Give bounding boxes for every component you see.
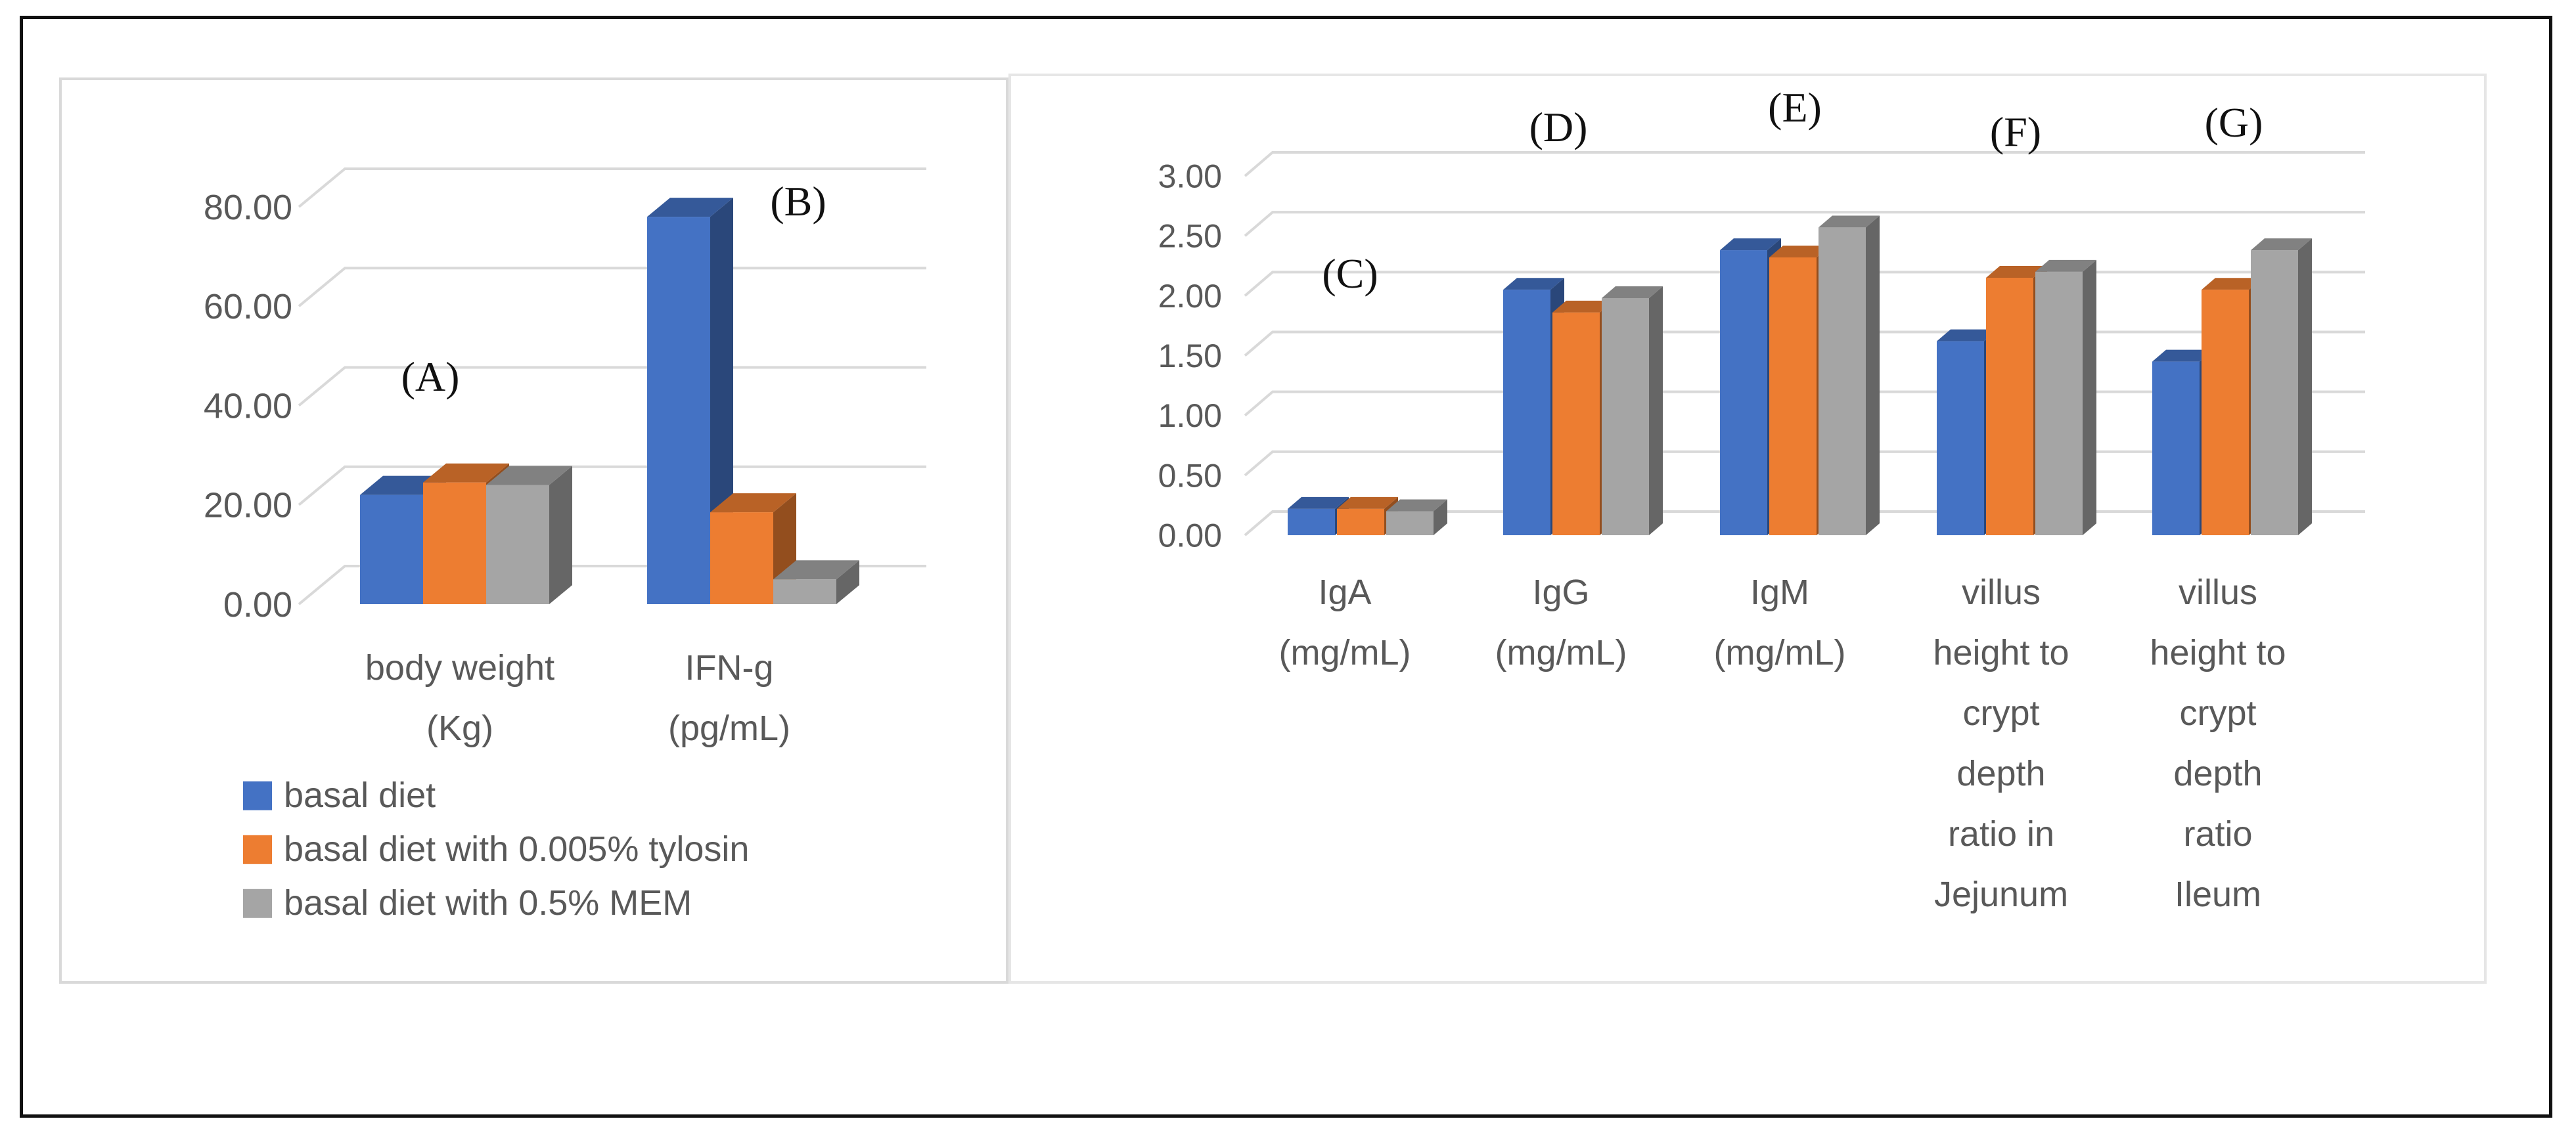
right-panel-label-2: (E) [1768, 84, 1822, 131]
left-category-label-0: body weight (Kg) [365, 648, 554, 748]
legend-label-1: basal diet with 0.005% tylosin [284, 829, 749, 869]
right-y-tick-label: 3.00 [1158, 158, 1222, 195]
left-y-tick-label: 40.00 [204, 386, 292, 426]
legend-swatch-2 [243, 889, 272, 918]
right-panel-label-1: (D) [1529, 104, 1588, 150]
left-bar-1-0 [647, 198, 733, 604]
right-category-label-0: IgA (mg/mL) [1279, 573, 1411, 672]
left-legend: basal diet basal diet with 0.005% tylosin… [243, 776, 749, 923]
legend-label-0: basal diet [284, 776, 436, 815]
legend-swatch-1 [243, 835, 272, 864]
right-gridline [1244, 151, 2365, 177]
right-y-tick-label: 2.00 [1158, 278, 1222, 315]
right-y-tick-label: 0.50 [1158, 457, 1222, 494]
right-bar-3-2 [2035, 259, 2096, 535]
right-y-tick-label: 1.00 [1158, 397, 1222, 434]
right-bar-4-2 [2251, 238, 2312, 535]
right-bar-1-2 [1602, 286, 1663, 535]
left-y-tick-label: 60.00 [204, 287, 292, 326]
right-panel-label-3: (F) [1990, 108, 2041, 155]
right-y-tick-label: 2.50 [1158, 218, 1222, 255]
right-bar-4-0 [2152, 349, 2213, 535]
right-gridline [1244, 211, 2365, 237]
right-category-label-1: IgG (mg/mL) [1495, 573, 1627, 672]
left-y-tick-label: 80.00 [204, 188, 292, 227]
left-y-tick-label: 0.00 [223, 585, 292, 625]
right-panel-label-0: (C) [1322, 250, 1378, 297]
right-bar-0-2 [1386, 499, 1447, 535]
left-bar-0-2 [486, 466, 572, 604]
figure-frame [20, 16, 2552, 1118]
right-category-label-2: IgM (mg/mL) [1714, 573, 1846, 672]
left-panel-label-0: (A) [401, 353, 460, 400]
right-category-label-4: villus height to crypt depth ratio Ileum [2150, 573, 2286, 914]
left-y-tick-label: 20.00 [204, 486, 292, 525]
left-gridline [298, 267, 926, 307]
left-category-label-1: IFN-g (pg/mL) [668, 648, 790, 748]
right-y-tick-label: 0.00 [1158, 517, 1222, 554]
left-chart-panel [59, 77, 1008, 984]
legend-label-2: basal diet with 0.5% MEM [284, 883, 692, 923]
left-bar-1-2 [773, 560, 859, 604]
right-bar-2-2 [1819, 215, 1880, 535]
legend-swatch-0 [243, 781, 272, 810]
right-panel-label-4: (G) [2205, 99, 2263, 146]
left-gridline [298, 167, 926, 208]
left-panel-label-1: (B) [770, 178, 826, 225]
left-gridline [298, 366, 926, 407]
right-category-label-3: villus height to crypt depth ratio in Jejunum [1933, 573, 2069, 914]
right-y-tick-label: 1.50 [1158, 338, 1222, 374]
